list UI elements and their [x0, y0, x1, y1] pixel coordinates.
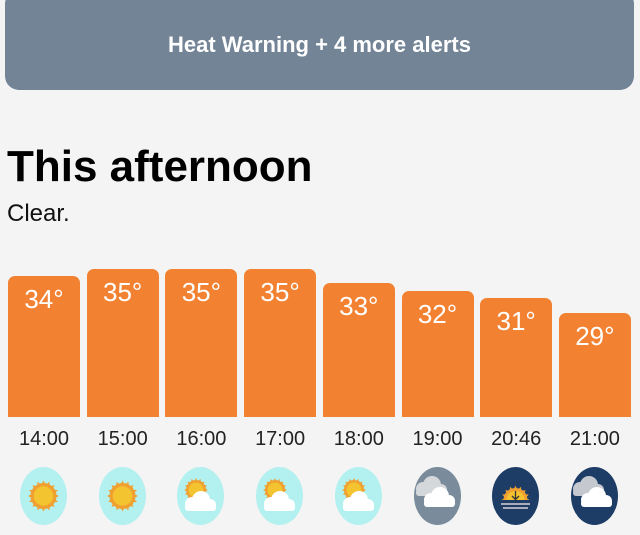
temperature-label: 31°: [496, 305, 536, 336]
time-label: 21:00: [569, 428, 620, 450]
temperature-bar: 35°: [244, 268, 317, 417]
temperature-label: 35°: [181, 276, 222, 307]
time-label: 17:00: [255, 428, 306, 450]
hourly-column: 33° 18:00: [322, 0, 395, 535]
partly-cloudy-icon: [334, 467, 382, 525]
partly-cloudy-icon: [177, 467, 225, 525]
cloudy-evening-icon: [413, 467, 461, 525]
sun-icon: [98, 467, 146, 525]
time-label: 14:00: [18, 428, 70, 450]
time-label: 15:00: [97, 428, 148, 450]
temperature-bar: 29°: [558, 312, 631, 417]
hourly-column: 35° 17:00: [244, 0, 317, 535]
hourly-column: 35° 16:00: [165, 0, 238, 535]
partly-cloudy-icon: [256, 467, 304, 525]
temperature-bar: 35°: [165, 268, 238, 417]
time-label: 20:46: [491, 428, 542, 450]
hourly-column: 29° 21:00: [558, 0, 631, 535]
hourly-column: 31° 20:46: [480, 0, 553, 535]
alert-banner-label: Heat Warning + 4 more alerts: [167, 32, 471, 57]
temperature-bar: 32°: [401, 290, 474, 417]
time-label: 16:00: [176, 428, 227, 450]
temperature-label: 29°: [575, 320, 615, 351]
hourly-column: 34° 14:00: [8, 0, 80, 535]
temperature-bar: 33°: [322, 283, 395, 417]
temperature-bar: 34°: [8, 276, 80, 417]
temperature-label: 35°: [103, 276, 143, 307]
temperature-bar: 31°: [480, 297, 553, 417]
sun-icon: [20, 467, 67, 525]
temperature-label: 35°: [260, 276, 300, 307]
forecast-summary: Clear.: [7, 200, 70, 227]
sunset-icon: [492, 467, 540, 525]
time-label: 19:00: [412, 428, 463, 450]
temperature-bar: 35°: [86, 268, 159, 417]
time-label: 18:00: [333, 428, 384, 450]
temperature-label: 33°: [339, 291, 379, 322]
forecast-title: This afternoon: [7, 142, 313, 191]
hourly-column: 32° 19:00: [401, 0, 474, 535]
temperature-label: 32°: [417, 298, 458, 329]
alert-banner[interactable]: Heat Warning + 4 more alerts: [5, 0, 634, 90]
cloudy-night-icon: [570, 467, 618, 525]
hourly-column: 35° 15:00: [86, 0, 159, 535]
temperature-label: 34°: [24, 284, 64, 314]
